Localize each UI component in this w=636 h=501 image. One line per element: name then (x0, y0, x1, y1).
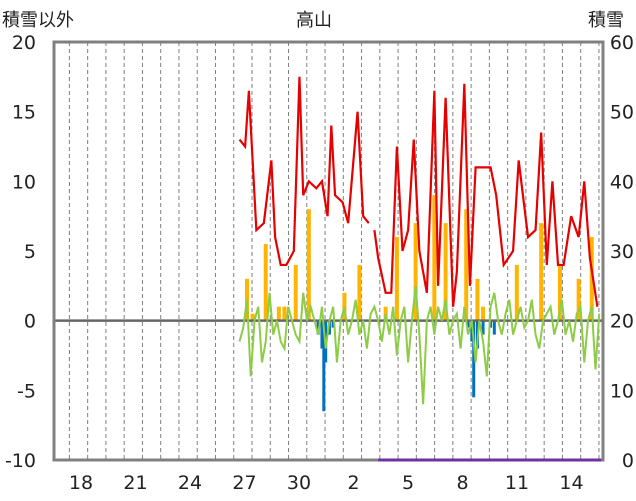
snowfall-bar (357, 264, 362, 321)
y-left-tick-label: 5 (24, 241, 36, 263)
y-right-tick-label: 50 (610, 102, 634, 124)
snowfall-bar (557, 264, 562, 321)
right-axis-title: 積雪 (588, 10, 624, 31)
x-tick-label: 5 (402, 472, 414, 494)
snowfall-bar (394, 237, 399, 321)
plot-frame (52, 40, 605, 462)
y-left-tick-label: -5 (17, 380, 36, 402)
y-right-tick-label: 60 (610, 32, 634, 54)
snowfall-bar (306, 209, 311, 321)
snow-depth-line-2 (373, 83, 599, 307)
snowfall-bar (464, 209, 469, 321)
negative-bar (320, 320, 324, 349)
negative-bar (492, 320, 496, 335)
left-axis-title: 積雪以外 (2, 10, 74, 31)
snowfall-bar (443, 223, 448, 321)
y-right-tick-label: 30 (610, 241, 634, 263)
snowfall-bar (263, 244, 268, 321)
x-tick-label: 8 (456, 472, 468, 494)
snowfall-bar (576, 278, 581, 321)
negative-bar (466, 320, 470, 328)
y-right-tick-label: 20 (610, 311, 634, 333)
x-tick-label: 24 (178, 472, 202, 494)
negative-bar (322, 320, 326, 412)
snowfall-bar (276, 306, 281, 321)
y-right-tick-label: 10 (610, 380, 634, 402)
snowfall-bar (475, 278, 480, 321)
snowfall-bar (539, 223, 544, 321)
x-tick-label: 18 (69, 472, 93, 494)
x-tick-label: 2 (347, 472, 359, 494)
temperature-line (238, 285, 601, 405)
chart-title: 高山 (296, 10, 332, 31)
negative-bar (331, 320, 335, 328)
y-left-tick-label: 10 (12, 171, 36, 193)
x-tick-label: 30 (287, 472, 311, 494)
x-tick-label: 14 (559, 472, 583, 494)
y-left-tick-label: 20 (12, 32, 36, 54)
snow-depth-line-1 (238, 76, 370, 267)
snowfall-bar (432, 195, 437, 321)
snowfall-bar (250, 313, 255, 321)
snowfall-bar (293, 264, 298, 321)
x-tick-label: 11 (505, 472, 529, 494)
x-tick-label: 21 (123, 472, 147, 494)
y-left-tick-label: -10 (5, 450, 36, 472)
snowfall-bar (282, 306, 287, 321)
negative-bar (472, 320, 476, 398)
x-tick-label: 27 (232, 472, 256, 494)
y-left-tick-label: 0 (24, 311, 36, 333)
snowfall-bar (589, 237, 594, 321)
snowfall-bar (514, 264, 519, 321)
snowfall-bar (481, 306, 486, 321)
y-left-tick-label: 15 (12, 102, 36, 124)
y-right-tick-label: 40 (610, 171, 634, 193)
negative-bar (481, 320, 485, 335)
y-right-tick-label: 0 (622, 450, 634, 472)
snowfall-bar (413, 223, 418, 321)
